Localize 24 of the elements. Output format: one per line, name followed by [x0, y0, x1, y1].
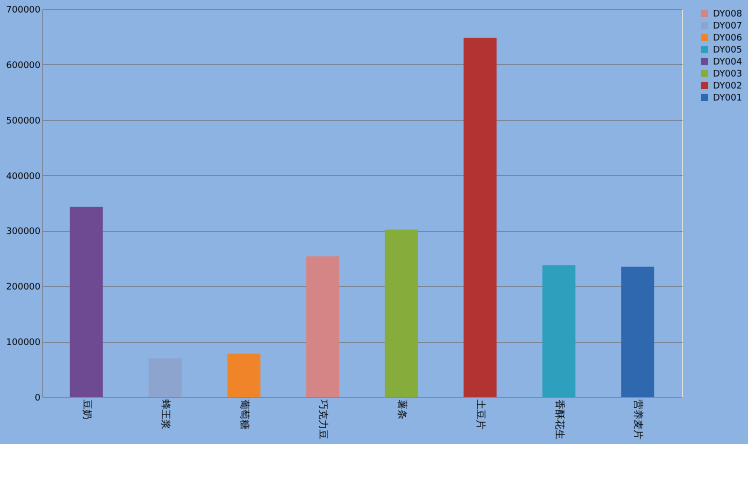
legend-label: DY007	[713, 22, 742, 32]
legend-label: DY002	[713, 82, 742, 92]
x-tick-label: 香酥花生	[553, 400, 566, 440]
y-tick-label: 400000	[6, 172, 41, 182]
x-tick-label: 豆奶	[80, 400, 92, 420]
y-tick-label: 600000	[6, 60, 41, 71]
x-tick-label: 营养麦片	[632, 400, 644, 440]
legend-label: DY008	[713, 10, 742, 20]
legend-label: DY003	[713, 70, 742, 80]
x-tick-label: 葡萄糖	[238, 400, 250, 430]
legend-label: DY001	[713, 94, 742, 104]
legend-label: DY005	[713, 46, 742, 56]
y-tick-label: 500000	[6, 116, 41, 126]
x-tick-label: 蜂王浆	[160, 400, 172, 430]
legend-label: DY006	[713, 34, 742, 44]
x-tick-label: 薯条	[396, 400, 408, 420]
y-tick-label: 700000	[6, 6, 41, 16]
legend-label: DY004	[713, 58, 742, 68]
x-tick-label: 巧克力豆	[317, 400, 330, 440]
y-tick-label: 200000	[6, 282, 41, 293]
x-tick-label: 土豆片	[474, 400, 487, 430]
y-tick-label: 0	[34, 394, 41, 404]
y-tick-label: 100000	[6, 338, 41, 348]
y-tick-label: 300000	[6, 227, 41, 238]
